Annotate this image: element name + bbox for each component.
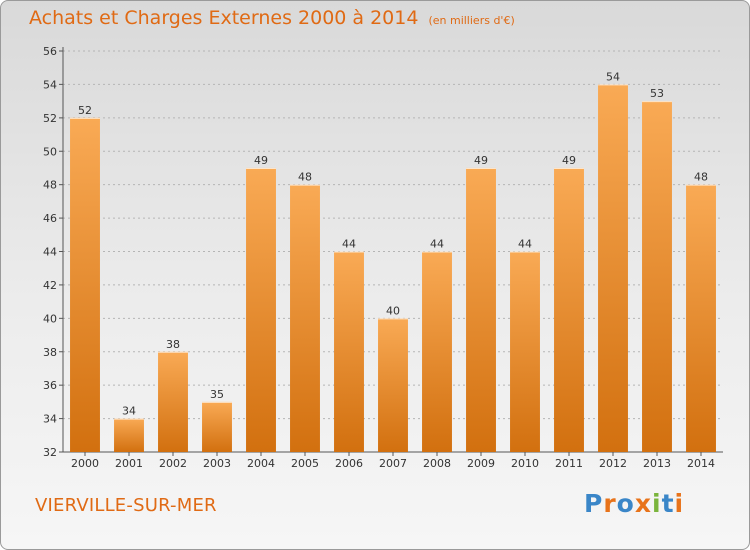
- x-tick-label: 2009: [467, 457, 495, 470]
- labels: 52 2000 34 2001 38 2002 35 2003 49 2004 48 2005 44 20…: [71, 70, 715, 470]
- data-label: 44: [430, 238, 444, 251]
- data-label: 49: [474, 154, 488, 167]
- bar: [642, 101, 672, 452]
- x-tick-label: 2003: [203, 457, 231, 470]
- x-tick-label: 2002: [159, 457, 187, 470]
- data-label: 48: [298, 171, 312, 184]
- data-label: 44: [518, 238, 532, 251]
- bar: [686, 184, 716, 452]
- chart-title: Achats et Charges Externes 2000 à 2014 (e…: [29, 7, 515, 29]
- y-tick-label: 38: [43, 346, 57, 359]
- data-label: 49: [562, 154, 576, 167]
- commune-name: VIERVILLE-SUR-MER: [35, 495, 217, 516]
- x-tick-label: 2001: [115, 457, 143, 470]
- y-tick-label: 52: [43, 112, 57, 125]
- x-tick-label: 2014: [687, 457, 715, 470]
- y-tick-label: 36: [43, 379, 57, 392]
- bar: [158, 351, 188, 452]
- data-label: 35: [210, 388, 224, 401]
- data-label: 44: [342, 238, 356, 251]
- x-tick-label: 2011: [555, 457, 583, 470]
- data-label: 48: [694, 171, 708, 184]
- axes: 32 34 36 38 40 42 44 46 48 50 52 54 56: [43, 45, 723, 459]
- bars: [70, 84, 716, 453]
- proxiti-logo: Proxiti: [584, 489, 684, 518]
- logo-letter: r: [603, 489, 617, 518]
- y-tick-label: 50: [43, 145, 57, 158]
- bar: [202, 401, 232, 452]
- y-tick-label: 40: [43, 312, 57, 325]
- bar: [422, 251, 452, 452]
- data-label: 53: [650, 87, 664, 100]
- logo-letter: t: [661, 489, 675, 518]
- x-tick-label: 2010: [511, 457, 539, 470]
- y-tick-label: 32: [43, 446, 57, 459]
- y-tick-label: 54: [43, 78, 57, 91]
- y-tick-label: 48: [43, 179, 57, 192]
- y-tick-label: 34: [43, 413, 57, 426]
- data-label: 54: [606, 70, 620, 83]
- y-tick-label: 56: [43, 45, 57, 58]
- y-tick-label: 42: [43, 279, 57, 292]
- x-tick-label: 2013: [643, 457, 671, 470]
- x-tick-label: 2008: [423, 457, 451, 470]
- data-label: 49: [254, 154, 268, 167]
- logo-letter: i: [674, 489, 685, 518]
- x-tick-label: 2005: [291, 457, 319, 470]
- bar: [598, 84, 628, 453]
- y-tick-label: 46: [43, 212, 57, 225]
- title-text: Achats et Charges Externes 2000 à 2014: [29, 7, 419, 29]
- bar: [466, 167, 496, 453]
- y-tick-label: 44: [43, 246, 57, 259]
- data-label: 38: [166, 338, 180, 351]
- bar: [114, 418, 144, 452]
- bar: [70, 117, 100, 452]
- bar: [246, 167, 276, 453]
- unit-note: (en milliers d'€): [428, 14, 515, 27]
- logo-letter: i: [652, 489, 662, 518]
- bar: [378, 318, 408, 452]
- bar: [290, 184, 320, 452]
- x-tick-label: 2006: [335, 457, 363, 470]
- data-label: 40: [386, 304, 400, 317]
- bar: [334, 251, 364, 452]
- data-label: 52: [78, 104, 92, 117]
- x-tick-label: 2007: [379, 457, 407, 470]
- logo-letter: P: [584, 489, 604, 518]
- data-label: 34: [122, 405, 136, 418]
- x-tick-label: 2004: [247, 457, 275, 470]
- logo-letter: o: [616, 489, 635, 518]
- logo-letter: x: [634, 489, 652, 518]
- bar: [554, 167, 584, 453]
- x-tick-label: 2000: [71, 457, 99, 470]
- bar: [510, 251, 540, 452]
- x-tick-label: 2012: [599, 457, 627, 470]
